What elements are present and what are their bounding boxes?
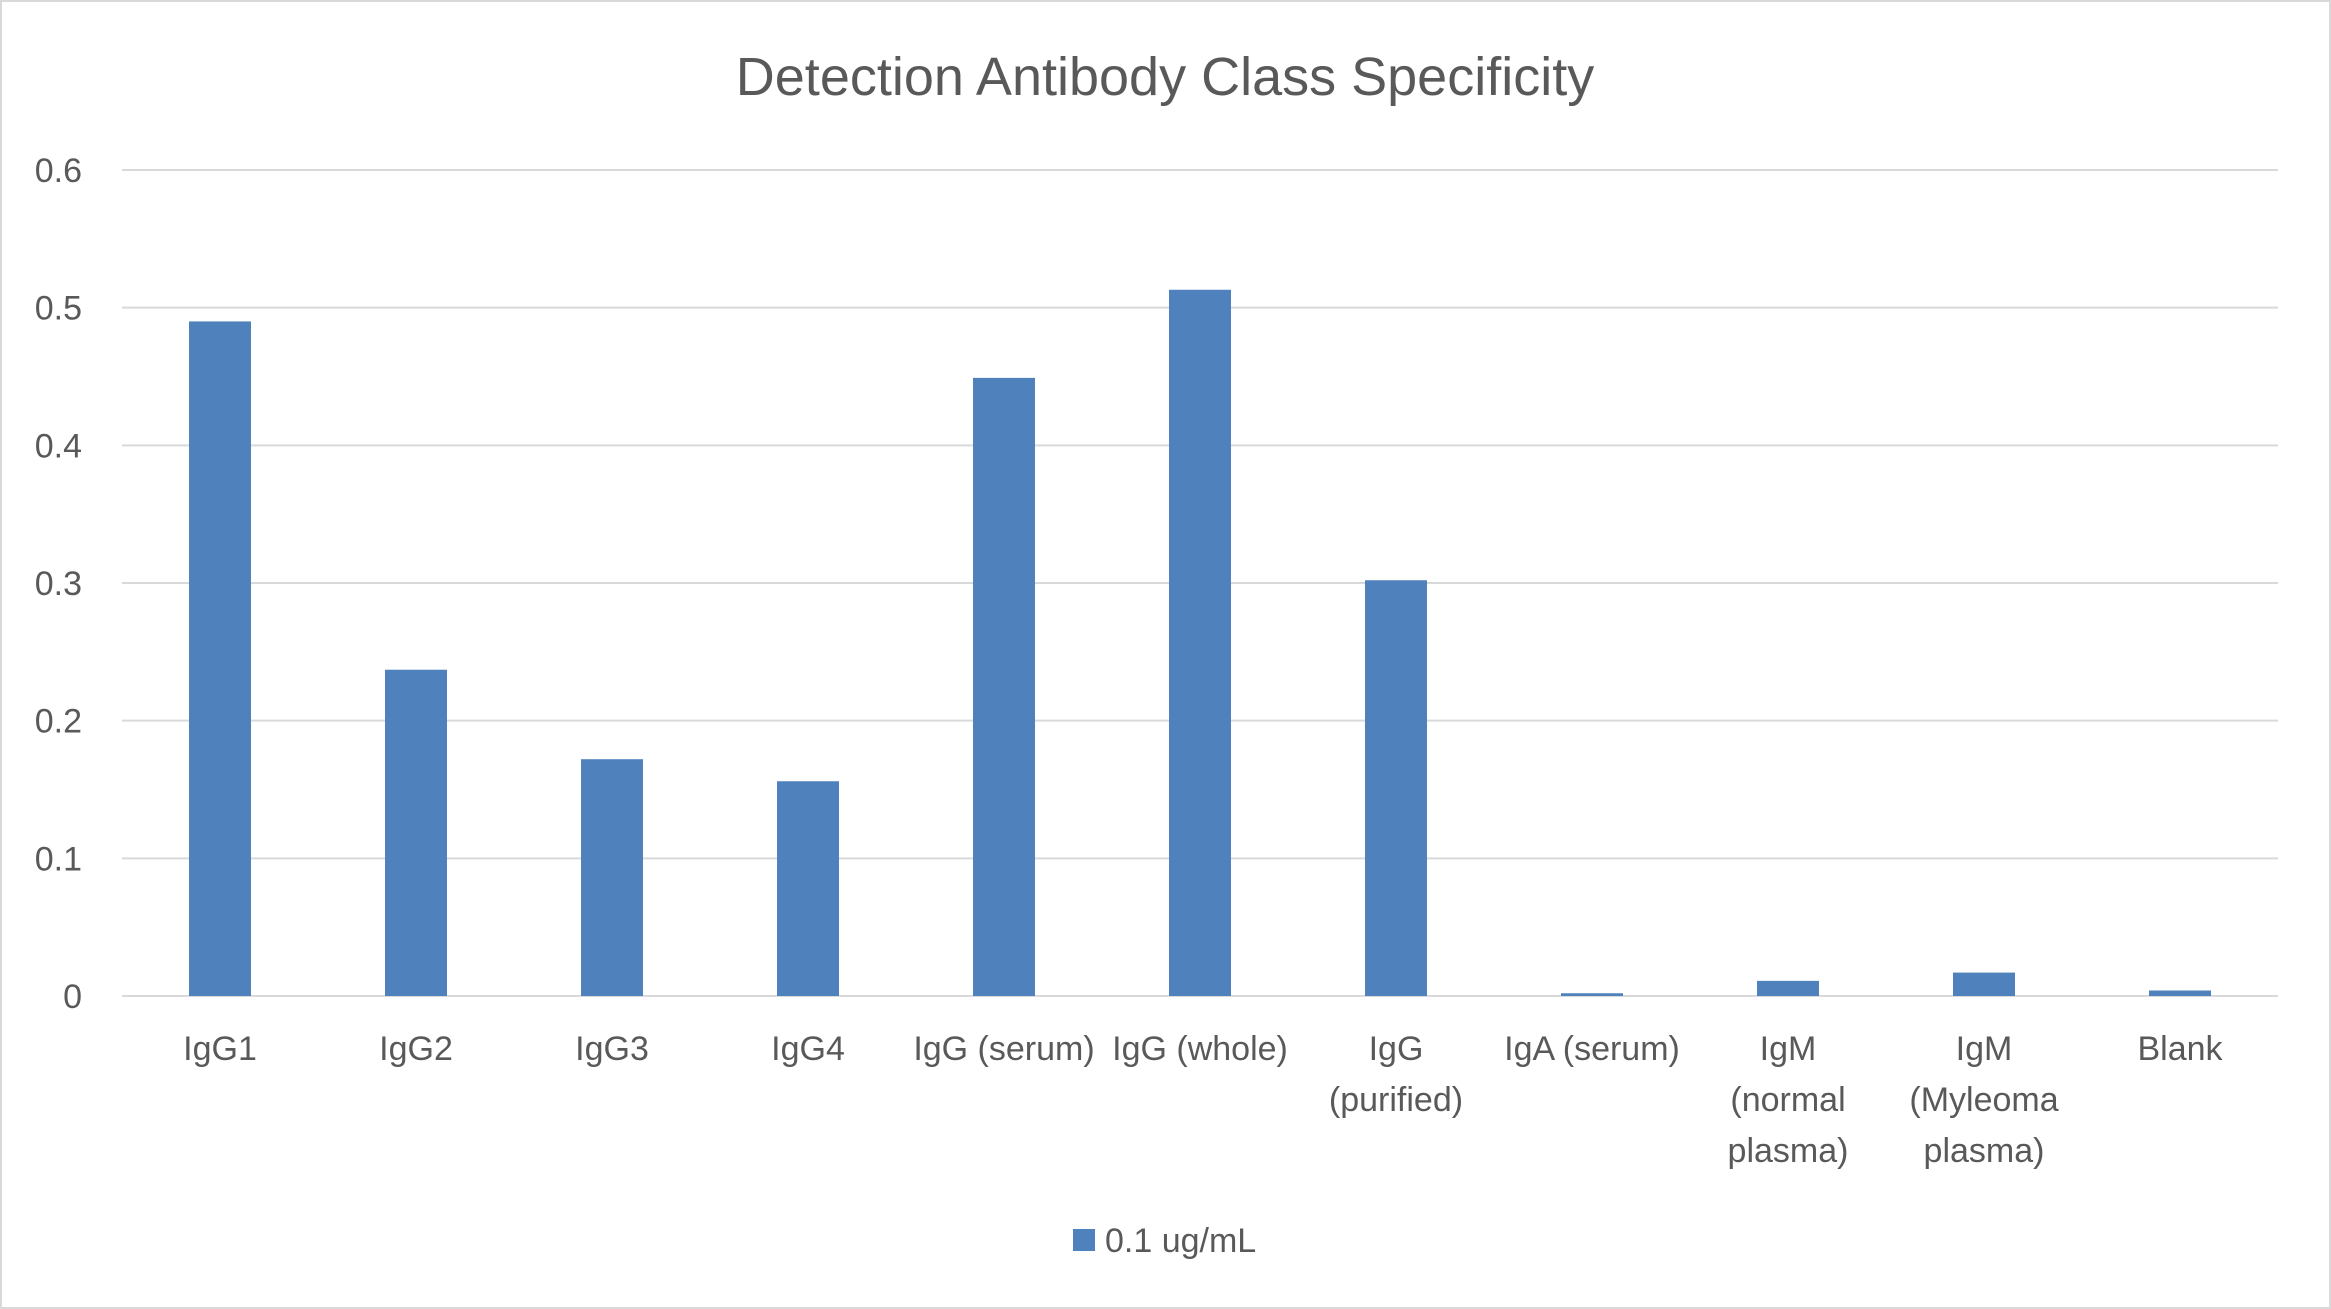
bar xyxy=(973,377,1035,996)
bar xyxy=(189,321,251,996)
x-tick-label: IgG (serum) xyxy=(913,1030,1094,1068)
x-tick-label: IgG1 xyxy=(183,1030,257,1068)
bar xyxy=(385,669,447,996)
bar xyxy=(581,759,643,996)
legend-label: 0.1 ug/mL xyxy=(1105,1222,1256,1260)
bar xyxy=(777,781,839,996)
y-tick-label: 0.1 xyxy=(35,840,82,878)
legend: 0.1 ug/mL xyxy=(1073,1222,1256,1260)
y-tick-label: 0.3 xyxy=(35,565,82,603)
bars xyxy=(189,289,2211,996)
legend-swatch xyxy=(1073,1229,1095,1251)
x-tick-label: plasma) xyxy=(1924,1132,2045,1170)
y-tick-label: 0.5 xyxy=(35,290,82,328)
chart-title: Detection Antibody Class Specificity xyxy=(736,47,1594,107)
x-tick-label: IgG2 xyxy=(379,1030,453,1068)
bar xyxy=(1757,980,1819,996)
x-tick-label: plasma) xyxy=(1728,1132,1849,1170)
y-axis-ticks: 0 0.1 0.2 0.3 0.4 0.5 0.6 xyxy=(35,152,82,1016)
x-tick-label: IgG4 xyxy=(771,1030,845,1068)
x-tick-label: IgG xyxy=(1369,1030,1424,1068)
y-tick-label: 0.4 xyxy=(35,427,82,465)
y-tick-label: 0 xyxy=(63,978,82,1016)
y-tick-label: 0.6 xyxy=(35,152,82,190)
x-tick-label: (purified) xyxy=(1329,1081,1463,1119)
x-tick-label: (normal xyxy=(1730,1081,1845,1119)
bar xyxy=(1953,972,2015,996)
y-tick-label: 0.2 xyxy=(35,703,82,741)
bar xyxy=(1561,993,1623,996)
x-tick-label: IgG3 xyxy=(575,1030,649,1068)
bar xyxy=(2149,990,2211,996)
bar xyxy=(1169,289,1231,996)
x-tick-label: IgM xyxy=(1760,1030,1817,1068)
x-tick-label: IgA (serum) xyxy=(1504,1030,1680,1068)
bar xyxy=(1365,580,1427,996)
x-axis-labels: IgG1 IgG2 IgG3 IgG4 IgG (serum) IgG (whole) Ig… xyxy=(183,1030,2223,1170)
x-tick-label: Blank xyxy=(2137,1030,2223,1068)
x-tick-label: IgM xyxy=(1956,1030,2013,1068)
x-tick-label: (Myleoma xyxy=(1909,1081,2058,1119)
x-tick-label: IgG (whole) xyxy=(1112,1030,1288,1068)
